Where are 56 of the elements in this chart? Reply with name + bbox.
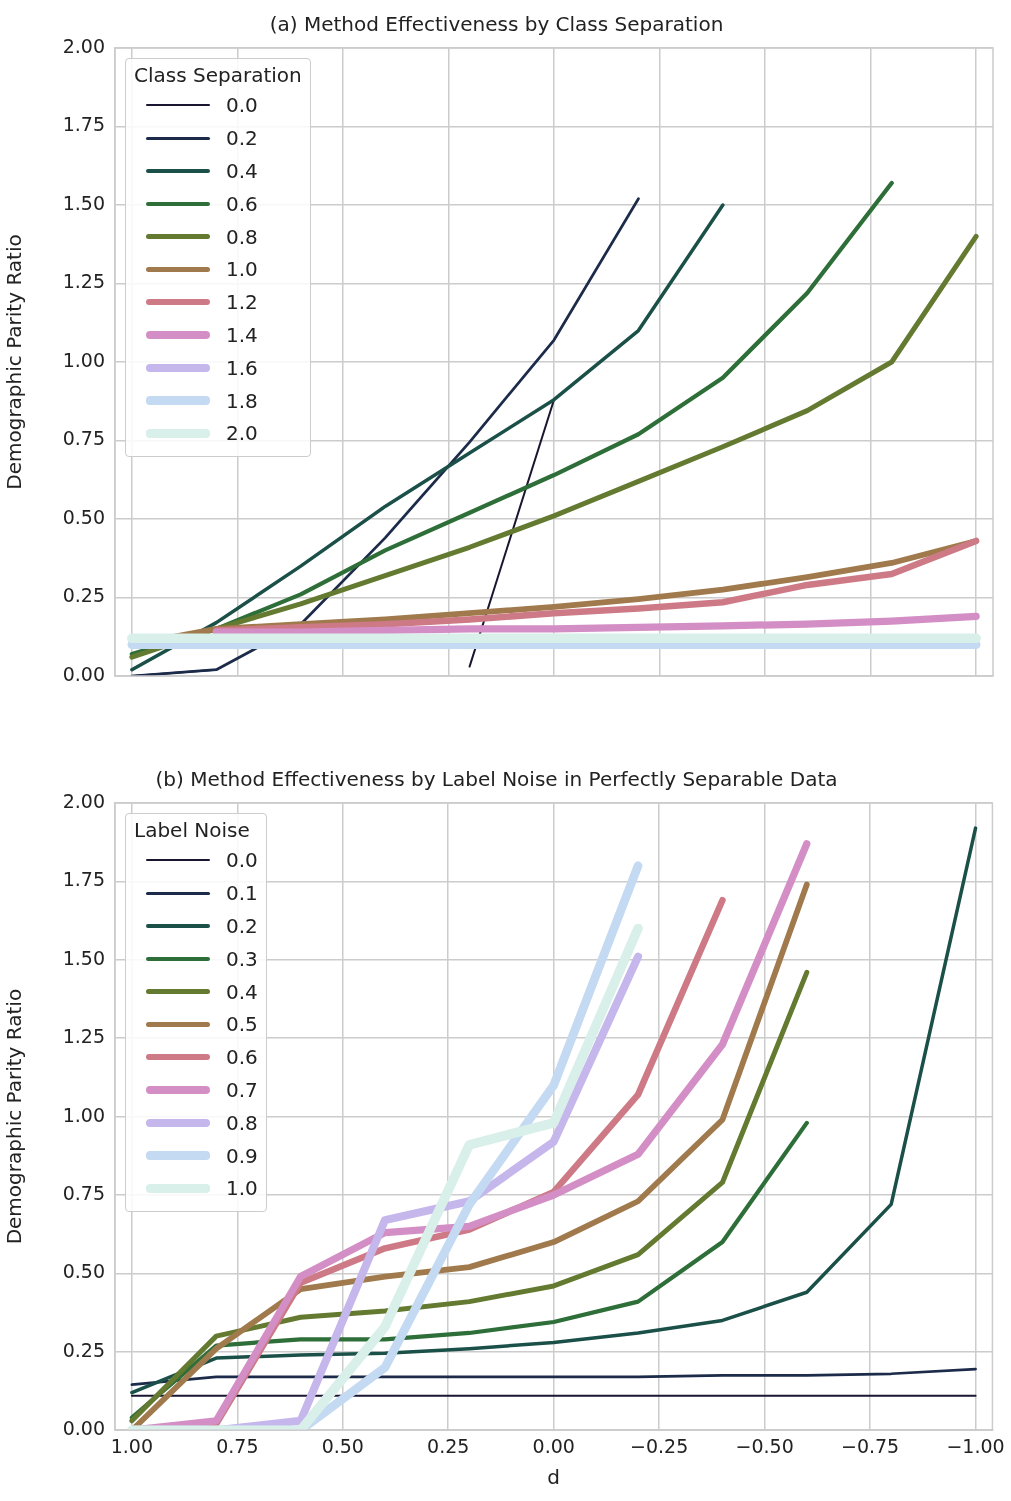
y-tick-label: 1.75 <box>62 868 105 891</box>
legend-label: 1.4 <box>226 322 258 347</box>
chart-title: (b) Method Effectiveness by Label Noise in Perfectly Separable Data <box>155 767 838 792</box>
legend-label: 0.4 <box>226 158 258 183</box>
y-tick-label: 1.25 <box>62 270 105 293</box>
legend-label: 0.7 <box>226 1077 258 1102</box>
y-tick-label: 0.50 <box>62 1260 105 1283</box>
y-tick-label: 2.00 <box>62 789 105 812</box>
legend-label: 2.0 <box>226 421 258 446</box>
legend-label: 1.0 <box>226 1176 258 1201</box>
legend-label: 0.0 <box>226 848 258 873</box>
legend-label: 0.9 <box>226 1143 258 1168</box>
x-tick-label: 1.00 <box>110 1434 154 1457</box>
legend-label: 1.8 <box>226 388 258 413</box>
y-tick-label: 1.00 <box>62 1103 105 1126</box>
legend-label: 0.5 <box>226 1012 258 1037</box>
y-tick-label: 0.00 <box>62 1417 105 1440</box>
legend-label: 0.0 <box>226 93 258 118</box>
x-tick-label: 0.25 <box>427 1434 470 1457</box>
legend-label: 0.8 <box>226 1110 258 1135</box>
chart-title: (a) Method Effectiveness by Class Separation <box>269 12 724 37</box>
legend-title: Class Separation <box>134 63 302 87</box>
y-tick-label: 0.25 <box>62 584 105 607</box>
y-tick-label: 0.00 <box>62 662 105 685</box>
y-tick-label: 1.50 <box>62 191 105 214</box>
x-tick-label: −0.50 <box>735 1434 794 1457</box>
y-tick-label: 1.75 <box>62 113 105 136</box>
y-tick-label: 1.25 <box>62 1025 105 1048</box>
legend-label: 1.6 <box>226 355 258 380</box>
legend-title: Label Noise <box>134 818 251 842</box>
y-axis-title: Demographic Parity Ratio <box>2 988 27 1245</box>
x-axis-title: d <box>547 1465 561 1490</box>
legend-label: 0.2 <box>226 126 258 151</box>
legend-label: 0.3 <box>226 946 258 971</box>
legend-label: 1.2 <box>226 290 258 315</box>
legend-label: 0.4 <box>226 979 258 1004</box>
x-tick-label: 0.75 <box>216 1434 259 1457</box>
legend-label: 1.0 <box>226 257 258 282</box>
y-tick-label: 0.75 <box>62 1181 105 1204</box>
y-tick-label: 0.50 <box>62 505 105 528</box>
x-tick-label: 0.00 <box>532 1434 575 1457</box>
legend-label: 0.8 <box>226 224 258 249</box>
x-tick-label: −0.75 <box>840 1434 900 1457</box>
x-tick-label: 0.50 <box>321 1434 364 1457</box>
y-tick-label: 1.50 <box>62 946 105 969</box>
y-tick-label: 2.00 <box>62 34 105 57</box>
y-tick-label: 0.75 <box>62 427 105 450</box>
y-tick-label: 1.00 <box>62 348 105 371</box>
legend-label: 0.1 <box>226 881 258 906</box>
legend-label: 0.6 <box>226 1045 258 1070</box>
x-tick-label: −1.00 <box>946 1434 1005 1457</box>
legend-label: 0.2 <box>226 913 258 938</box>
y-axis-title: Demographic Parity Ratio <box>2 234 27 490</box>
y-tick-label: 0.25 <box>62 1338 105 1361</box>
x-tick-label: −0.25 <box>630 1434 689 1457</box>
legend-label: 0.6 <box>226 191 258 216</box>
